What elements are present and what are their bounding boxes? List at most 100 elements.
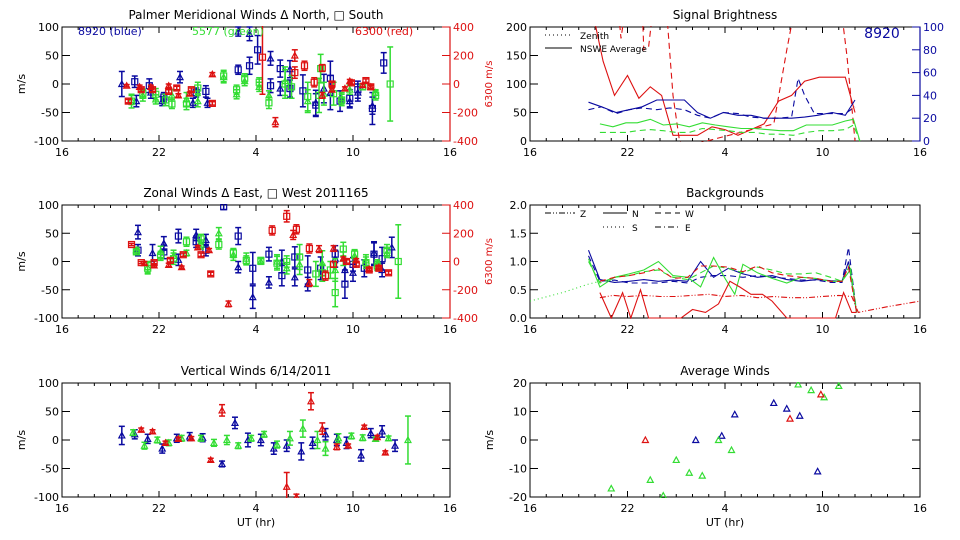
data-point-triangle xyxy=(234,441,243,449)
data-point-triangle xyxy=(164,260,173,268)
data-point-triangle xyxy=(260,430,269,438)
data-point-triangle xyxy=(193,243,202,251)
series-blue xyxy=(691,398,822,475)
data-point-triangle xyxy=(785,414,795,422)
panel-vertical: Vertical Winds 6/14/2011 16 22 4 10 16 UT (hr)… xyxy=(15,364,457,529)
data-point-triangle xyxy=(158,444,167,452)
plot-area xyxy=(530,247,921,319)
right-y-tick-label: 200 xyxy=(453,50,474,63)
plot-area xyxy=(127,204,402,310)
data-point-triangle xyxy=(293,492,300,498)
data-point-triangle xyxy=(281,76,290,85)
data-point-triangle xyxy=(345,96,354,105)
data-point-square xyxy=(268,226,276,235)
data-point-triangle xyxy=(151,95,160,103)
y-tick-label: 0 xyxy=(52,78,59,91)
data-point-square xyxy=(342,257,351,266)
data-point-triangle xyxy=(321,444,330,452)
data-point-square xyxy=(182,238,191,246)
data-point-square xyxy=(202,87,210,96)
data-point-triangle xyxy=(174,434,183,442)
right-y-tick-label: -400 xyxy=(453,312,478,325)
data-point-triangle xyxy=(290,51,299,59)
x-tick-label: 22 xyxy=(621,502,635,515)
y-tick-label: 20 xyxy=(513,377,527,390)
x-tick-label: 4 xyxy=(722,502,729,515)
x-tick-label: 4 xyxy=(253,323,260,336)
x-tick-label: 16 xyxy=(443,323,457,336)
y-tick-label: -50 xyxy=(41,463,59,476)
x-tick-label: 16 xyxy=(55,146,69,159)
x-tick-label: 22 xyxy=(152,323,166,336)
x-tick-label: 10 xyxy=(816,323,830,336)
data-point-triangle xyxy=(234,27,243,35)
series-red xyxy=(641,390,825,444)
data-point-square xyxy=(137,86,145,94)
series-line-red-solid xyxy=(599,280,857,319)
annotation-8920: 8920 xyxy=(864,26,900,42)
data-point-triangle xyxy=(218,406,227,414)
data-point-triangle xyxy=(285,434,294,442)
legend-label: S xyxy=(632,224,638,234)
y-tick-label: -100 xyxy=(34,312,59,325)
x-tick-label: 10 xyxy=(346,146,360,159)
data-point-triangle xyxy=(659,491,667,498)
data-point-square xyxy=(258,53,267,61)
x-tick-label: 16 xyxy=(523,323,537,336)
data-point-triangle xyxy=(782,404,791,412)
data-point-triangle xyxy=(234,262,243,271)
data-point-triangle xyxy=(218,459,227,468)
data-point-triangle xyxy=(306,396,315,405)
data-point-triangle xyxy=(313,435,322,444)
series-line-green-dashed xyxy=(588,261,858,313)
data-point-square xyxy=(229,249,237,257)
data-point-triangle xyxy=(276,84,285,92)
y-tick-label: 50 xyxy=(45,227,59,240)
series-green xyxy=(129,415,412,465)
data-point-triangle xyxy=(366,428,375,437)
data-point-triangle xyxy=(368,101,377,109)
right-y-tick-label: 20 xyxy=(923,112,937,125)
legend-label: E xyxy=(685,224,691,234)
data-point-triangle xyxy=(391,441,400,449)
data-point-triangle xyxy=(206,455,215,464)
y-tick-label: 0 xyxy=(52,434,59,447)
y-tick-label: 0 xyxy=(520,135,527,148)
data-point-square xyxy=(386,80,394,88)
data-point-triangle xyxy=(148,248,157,257)
data-point-square xyxy=(249,264,257,272)
y-tick-label: 2.0 xyxy=(510,199,528,212)
data-point-triangle xyxy=(117,431,126,439)
data-point-triangle xyxy=(816,390,825,398)
data-point-triangle xyxy=(358,80,367,89)
data-point-triangle xyxy=(117,79,126,88)
data-point-triangle xyxy=(807,385,816,394)
data-point-square xyxy=(351,250,359,258)
y-tick-label: 1.0 xyxy=(510,256,528,269)
data-point-triangle xyxy=(295,260,304,268)
data-point-square xyxy=(378,255,386,263)
data-point-triangle xyxy=(340,265,349,274)
series-red xyxy=(137,391,390,498)
data-point-square xyxy=(276,65,284,73)
chart-title: Average Winds xyxy=(680,364,770,378)
data-point-square xyxy=(173,84,181,92)
y-tick-label: 100 xyxy=(38,21,59,34)
data-point-square xyxy=(286,84,294,93)
data-point-square xyxy=(265,99,273,107)
legend-label: W xyxy=(685,210,694,220)
data-point-triangle xyxy=(150,261,159,269)
data-point-triangle xyxy=(298,424,307,432)
chart-title: Backgrounds xyxy=(686,186,764,200)
x-axis-label: UT (hr) xyxy=(237,516,275,529)
data-point-square xyxy=(245,62,254,70)
data-point-triangle xyxy=(148,427,157,435)
data-point-triangle xyxy=(365,264,374,272)
panel-zonal: Zonal Winds Δ East, □ West 2011165 16 22 4 1… xyxy=(15,186,495,336)
x-tick-label: 4 xyxy=(253,502,260,515)
data-point-square xyxy=(310,78,318,86)
data-point-triangle xyxy=(140,441,149,449)
data-point-triangle xyxy=(366,82,375,90)
data-point-square xyxy=(234,66,242,74)
